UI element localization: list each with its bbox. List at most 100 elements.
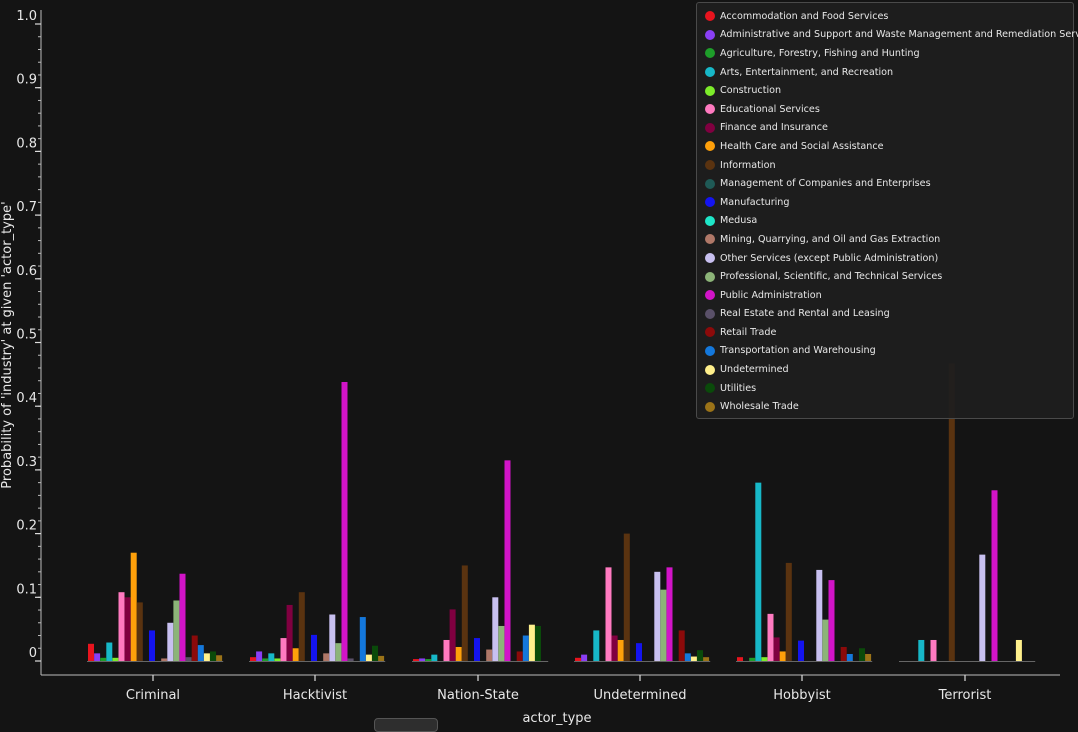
y-tick-label: 0.5 — [16, 328, 37, 343]
legend-label: Other Services (except Public Administra… — [720, 252, 939, 264]
legend-item: Mining, Quarrying, and Oil and Gas Extra… — [705, 230, 1073, 249]
x-tick-label: Nation-State — [437, 688, 519, 703]
legend-marker — [705, 234, 715, 245]
bar — [419, 658, 426, 661]
legend-marker — [705, 383, 715, 394]
bar — [846, 653, 853, 661]
bar — [660, 589, 667, 661]
bar — [311, 634, 317, 661]
legend-label: Administrative and Support and Waste Man… — [720, 29, 1078, 41]
bar — [865, 653, 872, 661]
bar — [203, 653, 210, 661]
bar — [455, 646, 462, 661]
bar — [703, 657, 710, 661]
x-tick-label: Criminal — [126, 688, 180, 703]
legend-label: Retail Trade — [720, 326, 777, 338]
legend-marker — [705, 104, 715, 115]
legend-label: Health Care and Social Assistance — [720, 140, 884, 152]
legend-label: Educational Services — [720, 103, 820, 115]
legend-marker — [705, 364, 715, 375]
legend-item: Retail Trade — [705, 323, 1073, 342]
bar — [210, 651, 216, 661]
legend-marker — [705, 308, 715, 319]
bar — [88, 643, 94, 661]
y-tick-label: 1.0 — [16, 9, 37, 24]
bar — [372, 645, 378, 661]
bar — [167, 622, 174, 661]
legend-item: Accommodation and Food Services — [705, 7, 1073, 26]
bar — [840, 646, 847, 661]
legend-item: Construction — [705, 81, 1073, 100]
bar — [179, 573, 186, 661]
bar — [112, 657, 119, 661]
legend-item: Arts, Entertainment, and Recreation — [705, 63, 1073, 82]
bar — [666, 567, 673, 661]
bar — [106, 642, 113, 661]
legend-label: Real Estate and Rental and Leasing — [720, 308, 890, 320]
legend: Accommodation and Food Services Administr… — [696, 2, 1078, 419]
bar — [449, 609, 456, 661]
legend-marker — [705, 160, 715, 171]
bar — [516, 651, 523, 661]
bar — [755, 482, 762, 661]
y-axis: 0 0.1 0.2 0.3 0.4 0.5 0.6 0.7 0.8 0.9 1.0 — [16, 9, 42, 675]
bar — [593, 630, 600, 661]
bar — [816, 569, 823, 661]
legend-marker — [705, 178, 715, 189]
legend-marker — [705, 327, 715, 338]
y-tick-label: 0.9 — [16, 73, 37, 88]
scrollbar-handle[interactable] — [374, 718, 438, 732]
legend-label: Transportation and Warehousing — [720, 345, 876, 357]
legend-label: Wholesale Trade — [720, 401, 799, 413]
legend-item: Professional, Scientific, and Technical … — [705, 267, 1073, 286]
legend-item: Agriculture, Forestry, Fishing and Hunti… — [705, 44, 1073, 63]
bar — [292, 648, 299, 661]
bar — [280, 638, 287, 661]
bar — [136, 602, 143, 661]
y-tick-label: 0 — [29, 646, 37, 661]
legend-item: Other Services (except Public Administra… — [705, 249, 1073, 268]
bar — [749, 657, 756, 661]
x-axis-title: actor_type — [522, 711, 591, 726]
bar — [474, 638, 480, 661]
bar — [761, 657, 768, 661]
legend-marker — [705, 48, 715, 59]
bar — [124, 597, 131, 661]
bar — [498, 625, 505, 661]
bar — [149, 630, 155, 661]
x-tick-label: Hobbyist — [773, 688, 830, 703]
legend-label: Information — [720, 159, 776, 171]
bar — [256, 651, 263, 661]
bar — [535, 625, 541, 661]
y-tick-label: 0.8 — [16, 136, 37, 151]
bar — [341, 381, 348, 661]
bar — [930, 639, 937, 661]
legend-label: Construction — [720, 85, 782, 97]
y-tick-label: 0.7 — [16, 200, 37, 215]
bar — [611, 635, 618, 661]
legend-item: Transportation and Warehousing — [705, 342, 1073, 361]
legend-item: Public Administration — [705, 286, 1073, 305]
bar — [335, 643, 342, 661]
bar — [100, 657, 107, 661]
bar — [378, 655, 385, 661]
bar — [323, 653, 330, 661]
legend-marker — [705, 215, 715, 226]
legend-marker — [705, 345, 715, 356]
bar — [822, 619, 829, 661]
bar — [425, 659, 432, 661]
bar — [767, 613, 774, 661]
legend-label: Medusa — [720, 215, 758, 227]
y-axis-title: Probability of 'industry' at given 'acto… — [0, 201, 15, 488]
bar — [623, 533, 630, 661]
legend-item: Management of Companies and Enterprises — [705, 174, 1073, 193]
bar — [948, 363, 955, 661]
legend-label: Arts, Entertainment, and Recreation — [720, 66, 894, 78]
legend-marker — [705, 141, 715, 152]
legend-item: Manufacturing — [705, 193, 1073, 212]
legend-label: Agriculture, Forestry, Fishing and Hunti… — [720, 47, 920, 59]
bar — [461, 565, 468, 661]
legend-item: Wholesale Trade — [705, 397, 1073, 416]
y-tick-label: 0.1 — [16, 582, 37, 597]
